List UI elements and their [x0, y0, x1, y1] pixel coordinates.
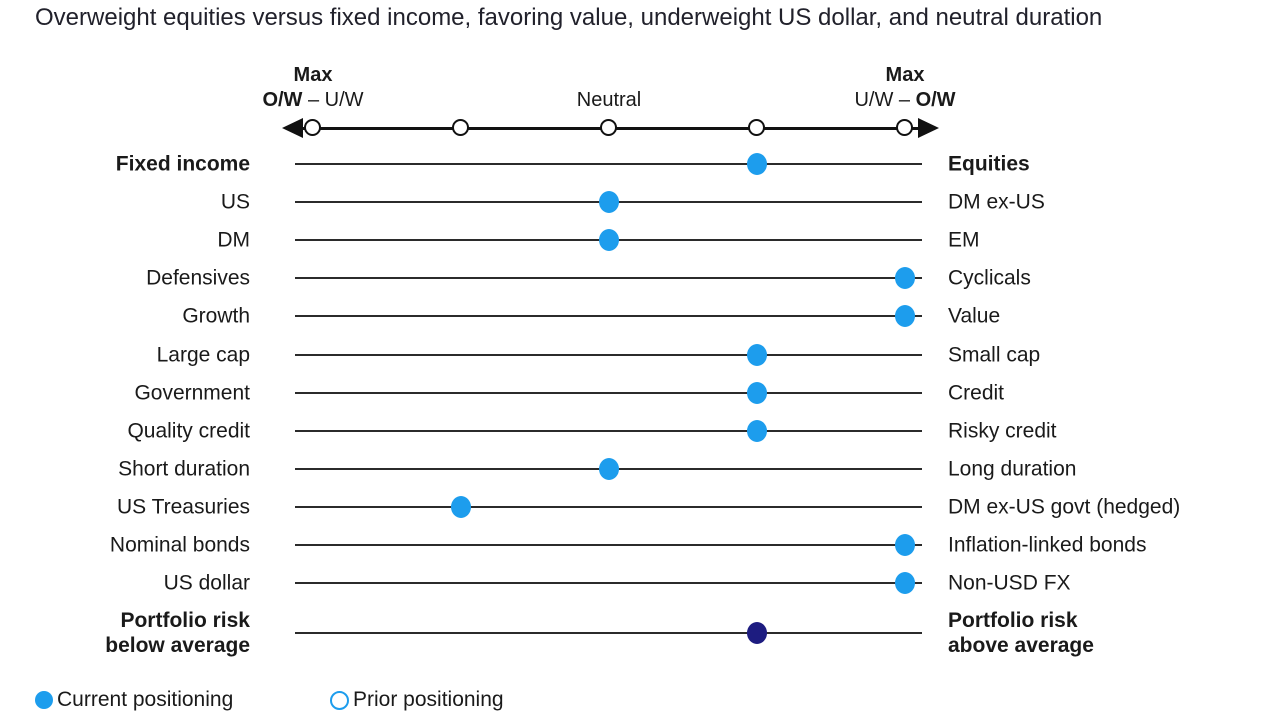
row-left-label: US dollar: [163, 571, 250, 595]
position-dot: [895, 305, 915, 328]
position-dot: [895, 572, 915, 595]
row-line: [295, 544, 922, 546]
row-left-label: US Treasuries: [116, 495, 250, 519]
row-left-label: Large cap: [156, 343, 250, 366]
axis-tick-circle: [896, 119, 913, 136]
chart-title: Overweight equities versus fixed income,…: [35, 4, 1103, 31]
row-right-label: DM ex-US: [948, 190, 1045, 214]
axis-tick-circle: [600, 119, 617, 136]
position-dot: [599, 457, 619, 480]
chart-row: Portfolio risk below average Portfolio r…: [0, 601, 1280, 665]
chart-row: Government Credit: [0, 361, 1280, 425]
row-right-label: Equities: [948, 152, 1030, 176]
row-left-label: Quality credit: [127, 419, 250, 443]
chart-row: Short duration Long duration: [0, 437, 1280, 501]
chart-row: Defensives Cyclicals: [0, 246, 1280, 310]
row-right-label: Small cap: [948, 343, 1041, 366]
row-left-label: Portfolio risk below average: [105, 609, 250, 657]
row-line: [295, 632, 922, 634]
chart-row: Fixed income Equities: [0, 132, 1280, 196]
position-dot: [451, 495, 471, 518]
position-dot: [747, 343, 767, 366]
row-right-label: Credit: [948, 381, 1005, 405]
row-right-label: Long duration: [948, 457, 1077, 481]
legend-item-current: Current positioning: [35, 686, 233, 714]
legend-item-prior: Prior positioning: [330, 686, 504, 714]
axis-left-ow-uw-label: O/W – U/W: [262, 89, 364, 111]
row-right-label: Cyclicals: [948, 266, 1031, 290]
row-line: [295, 353, 922, 356]
position-dot: [747, 419, 767, 442]
current-positioning-dot-icon: [35, 691, 53, 709]
row-line: [295, 163, 922, 165]
row-left-label: Government: [134, 381, 250, 405]
position-dot: [747, 381, 767, 404]
row-line: [295, 391, 922, 394]
row-line: [295, 582, 922, 585]
row-left-label: Growth: [182, 304, 250, 328]
axis-right-max-label: Max: [885, 64, 925, 86]
chart-row: US DM ex-US: [0, 170, 1280, 234]
row-right-label: Non-USD FX: [948, 571, 1071, 595]
chart-row: Growth Value: [0, 284, 1280, 348]
axis-tick-circle: [452, 119, 469, 136]
row-right-label: Portfolio risk above average: [948, 609, 1094, 657]
row-left-label: Short duration: [118, 457, 250, 481]
axis-tick-circle: [304, 119, 321, 136]
row-right-label: Value: [948, 304, 1001, 328]
row-left-label: US: [220, 190, 250, 214]
chart-row: Quality credit Risky credit: [0, 399, 1280, 463]
chart-row: US dollar Non-USD FX: [0, 551, 1280, 615]
row-left-label: Nominal bonds: [109, 533, 250, 557]
legend-current-label: Current positioning: [57, 688, 234, 711]
row-right-label: EM: [948, 228, 980, 252]
prior-positioning-circle-icon: [330, 690, 349, 710]
axis-header: Max O/W – U/W Neutral Max U/W – O/W: [0, 0, 1280, 150]
axis-arrow-left-icon: [282, 118, 303, 138]
axis-left-end-label: Max O/W – U/W: [228, 63, 398, 113]
axis-right-end-label: Max U/W – O/W: [820, 63, 990, 113]
chart-row: DM EM: [0, 208, 1280, 272]
axis-tick-circle: [748, 119, 765, 136]
row-left-label: Defensives: [146, 266, 250, 290]
position-dot: [747, 622, 767, 644]
axis-right-uw-ow-label: U/W – O/W: [854, 89, 956, 111]
position-dot: [895, 267, 915, 290]
position-dot: [599, 229, 619, 252]
axis-left-max-label: Max: [293, 64, 333, 86]
row-right-label: Inflation-linked bonds: [948, 533, 1147, 557]
position-dot: [747, 153, 767, 175]
row-right-label: DM ex-US govt (hedged): [948, 495, 1181, 519]
row-line: [295, 429, 922, 432]
chart-row: Nominal bonds Inflation-linked bonds: [0, 513, 1280, 577]
row-left-label: DM: [217, 228, 250, 252]
row-right-label: Risky credit: [948, 419, 1057, 443]
position-dot: [895, 534, 915, 556]
row-line: [295, 505, 922, 508]
legend: Current positioning Prior positioning: [35, 686, 1235, 714]
chart-row: US Treasuries DM ex-US govt (hedged): [0, 475, 1280, 539]
chart-row: Large cap Small cap: [0, 323, 1280, 387]
axis-arrow-right-icon: [918, 118, 939, 138]
row-line: [295, 315, 922, 318]
axis-neutral-label: Neutral: [576, 89, 642, 111]
legend-prior-label: Prior positioning: [353, 688, 504, 711]
position-dot: [599, 191, 619, 214]
row-line: [295, 277, 922, 280]
row-left-label: Fixed income: [115, 152, 250, 176]
